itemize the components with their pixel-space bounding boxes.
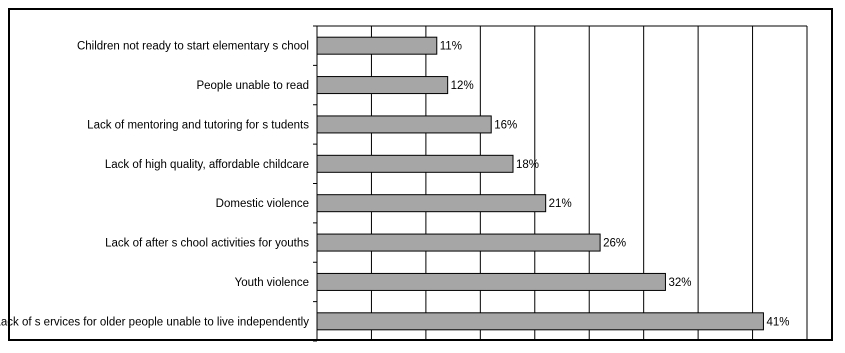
category-label: Lack of high quality, affordable childca…: [105, 159, 309, 171]
bar: [316, 154, 514, 173]
bar: [316, 194, 547, 213]
category-label: Lack of after s chool activities for you…: [105, 238, 309, 250]
data-label: 11%: [440, 41, 462, 53]
bar: [316, 76, 449, 95]
category-label: Youth violence: [235, 277, 309, 289]
category-label: Lack of s ervices for older people unabl…: [0, 316, 309, 328]
category-label: Domestic violence: [216, 198, 309, 210]
category-label: Lack of mentoring and tutoring for s tud…: [87, 119, 309, 131]
data-label: 21%: [549, 198, 572, 210]
data-label: 18%: [516, 159, 539, 171]
bar: [316, 272, 666, 291]
bar: [316, 36, 438, 55]
bar: [316, 312, 764, 331]
bar: [316, 115, 492, 134]
category-label: Children not ready to start elementary s…: [77, 41, 309, 53]
data-label: 16%: [494, 119, 517, 131]
data-label: 26%: [603, 238, 626, 250]
bar: [316, 233, 601, 252]
data-label: 32%: [668, 277, 691, 289]
data-label: 12%: [451, 80, 474, 92]
data-label: 41%: [766, 316, 789, 328]
category-label: People unable to read: [196, 80, 309, 92]
